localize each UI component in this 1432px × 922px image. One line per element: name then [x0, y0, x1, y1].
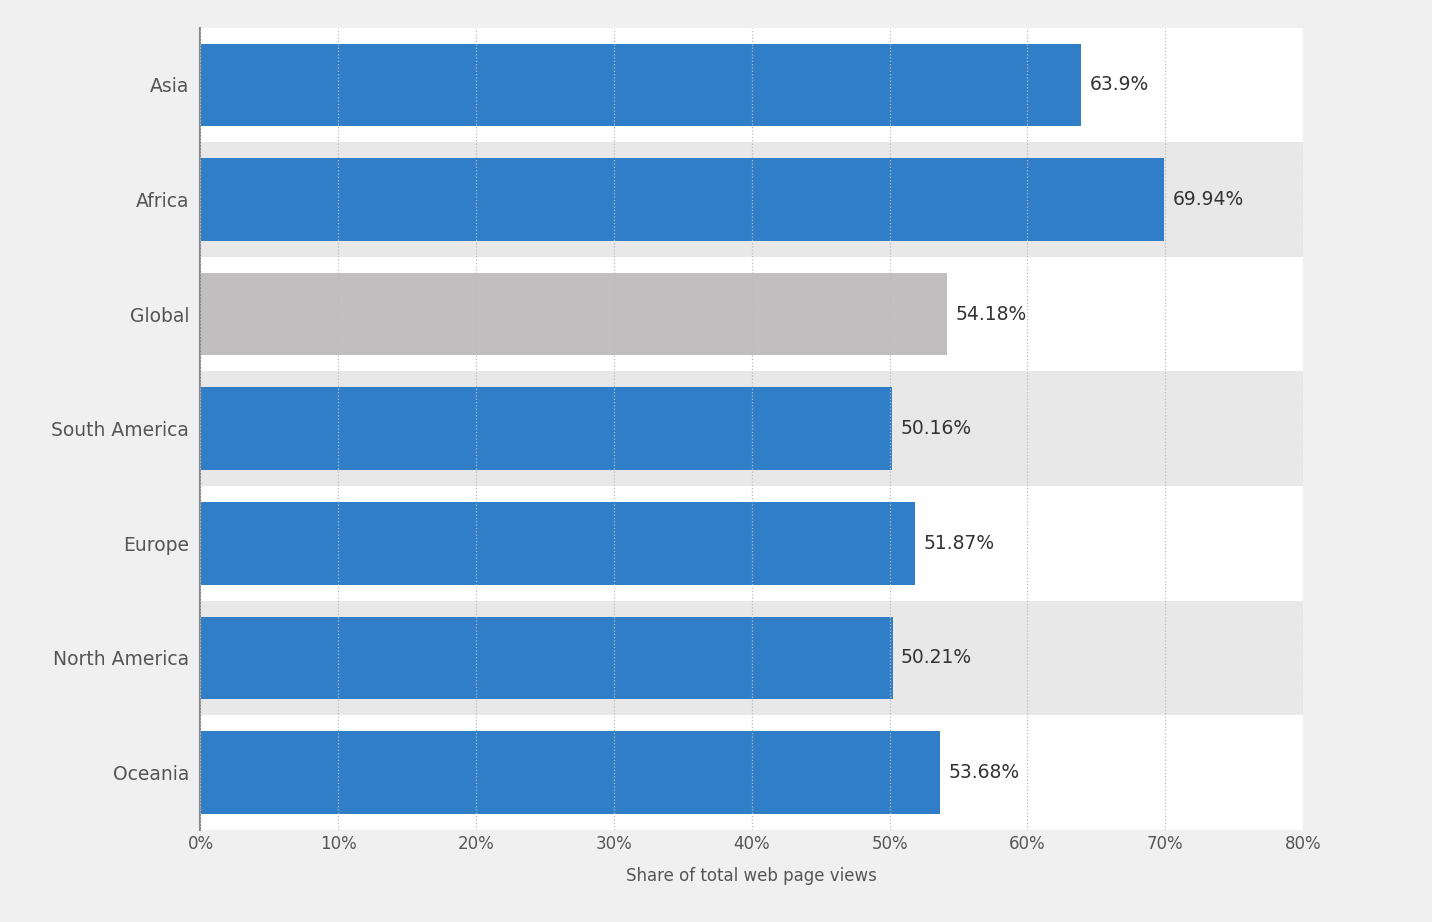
Bar: [200, 142, 1303, 257]
Bar: [200, 43, 1081, 126]
Text: 69.94%: 69.94%: [1173, 190, 1244, 209]
Bar: [200, 617, 892, 699]
Bar: [200, 486, 1303, 600]
Bar: [200, 273, 947, 355]
Bar: [200, 600, 1303, 715]
Bar: [200, 28, 1303, 142]
Text: 54.18%: 54.18%: [955, 304, 1027, 324]
Bar: [200, 257, 1303, 372]
Bar: [200, 715, 1303, 830]
Bar: [200, 731, 941, 814]
Text: 50.21%: 50.21%: [901, 648, 972, 668]
Text: 53.68%: 53.68%: [948, 763, 1020, 782]
Bar: [200, 159, 1164, 241]
Bar: [200, 387, 892, 470]
X-axis label: Share of total web page views: Share of total web page views: [626, 867, 878, 884]
Bar: [200, 372, 1303, 486]
Text: 51.87%: 51.87%: [924, 534, 995, 553]
Text: 50.16%: 50.16%: [901, 420, 971, 438]
Text: 63.9%: 63.9%: [1090, 76, 1148, 94]
Bar: [200, 502, 915, 585]
